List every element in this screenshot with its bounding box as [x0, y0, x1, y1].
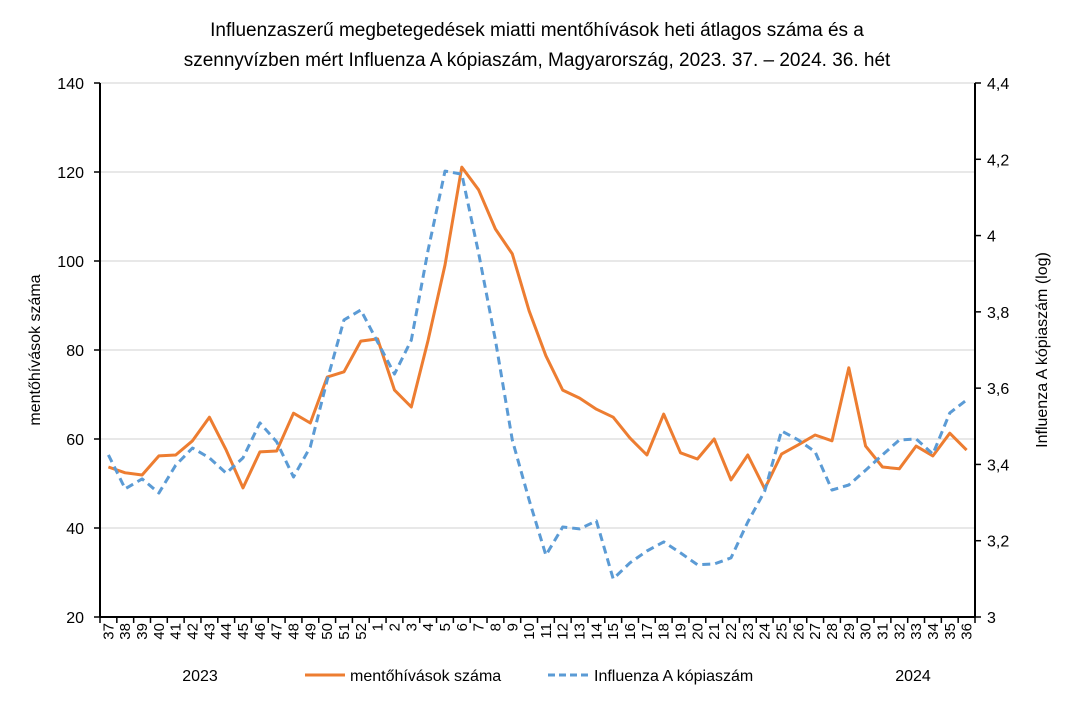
x-tick-label: 18	[656, 623, 673, 640]
x-tick-label: 49	[302, 623, 319, 640]
x-tick-label: 26	[790, 623, 807, 640]
x-tick-label: 25	[773, 623, 790, 640]
y-tick-label: 40	[66, 521, 84, 538]
y2-tick-label: 4	[987, 229, 996, 246]
x-tick-label: 45	[235, 623, 252, 640]
x-tick-label: 44	[218, 623, 235, 640]
y-axis-label: mentőhívások száma	[27, 274, 44, 425]
x-tick-label: 12	[555, 623, 572, 640]
x-tick-label: 38	[117, 623, 134, 640]
x-tick-label: 52	[353, 623, 370, 640]
y-tick-label: 20	[66, 610, 84, 627]
y-tick-label: 140	[57, 76, 84, 93]
x-tick-label: 32	[891, 623, 908, 640]
x-tick-label: 46	[252, 623, 269, 640]
x-tick-label: 2	[386, 623, 403, 631]
x-tick-label: 11	[538, 623, 555, 639]
x-tick-label: 19	[673, 623, 690, 640]
chart-title-line-2: szennyvízben mért Influenza A kópiaszám,…	[184, 50, 891, 71]
x-tick-label: 28	[824, 623, 841, 640]
x-tick-label: 3	[403, 623, 420, 631]
x-tick-label: 17	[639, 623, 656, 640]
x-tick-label: 33	[908, 623, 925, 640]
y-tick-label: 100	[57, 254, 84, 271]
x-tick-label: 4	[420, 623, 437, 631]
x-tick-label: 31	[874, 623, 891, 640]
legend: mentőhívások száma Influenza A kópiaszám	[305, 668, 753, 685]
legend-label-influenza: Influenza A kópiaszám	[594, 668, 753, 685]
y2-tick-label: 3,2	[987, 534, 1009, 551]
x-tick-label: 24	[757, 623, 774, 640]
x-tick-label: 14	[588, 623, 605, 640]
x-tick-label: 1	[370, 623, 387, 631]
series-line-influenza	[107, 169, 968, 581]
x-tick-label: 9	[504, 623, 521, 631]
x-tick-label: 15	[605, 623, 622, 640]
x-tick-label: 36	[959, 623, 976, 640]
series-line-calls	[107, 165, 968, 491]
year-label-2023: 2023	[182, 668, 218, 685]
x-tick-label: 5	[437, 623, 454, 631]
x-tick-label: 41	[168, 623, 185, 640]
x-tick-label: 20	[689, 623, 706, 640]
y2-tick-label: 4,4	[987, 76, 1009, 93]
x-tick-label: 8	[487, 623, 504, 631]
x-tick-label: 13	[572, 623, 589, 640]
year-label-2024: 2024	[895, 668, 931, 685]
y-tick-label: 120	[57, 165, 84, 182]
y2-tick-label: 3,4	[987, 457, 1009, 474]
y2-axis-label: Influenza A kópiaszám (log)	[1034, 252, 1051, 448]
y2-tick-label: 3,8	[987, 305, 1009, 322]
y-tick-label: 60	[66, 432, 84, 449]
x-tick-label: 29	[841, 623, 858, 640]
x-tick-label: 22	[723, 623, 740, 640]
x-tick-label: 27	[807, 623, 824, 640]
y2-tick-label: 3	[987, 610, 996, 627]
x-tick-label: 21	[706, 623, 723, 640]
x-tick-label: 37	[100, 623, 117, 640]
x-tick-label: 34	[925, 623, 942, 640]
legend-label-calls: mentőhívások száma	[350, 668, 501, 685]
x-tick-label: 35	[942, 623, 959, 640]
y2-tick-label: 4,2	[987, 152, 1009, 169]
x-tick-label: 23	[740, 623, 757, 640]
x-tick-label: 40	[151, 623, 168, 640]
x-tick-label: 6	[454, 623, 471, 631]
x-tick-label: 42	[185, 623, 202, 640]
x-tick-label: 10	[521, 623, 538, 640]
x-tick-label: 51	[336, 623, 353, 640]
y-tick-label: 80	[66, 343, 84, 360]
x-tick-label: 48	[286, 623, 303, 640]
chart-title-line-1: Influenzaszerű megbetegedések miatti men…	[210, 20, 864, 41]
x-tick-label: 39	[134, 623, 151, 640]
x-tick-label: 30	[858, 623, 875, 640]
x-tick-label: 16	[622, 623, 639, 640]
x-tick-label: 47	[269, 623, 286, 640]
y2-tick-label: 3,6	[987, 381, 1009, 398]
x-tick-label: 7	[471, 623, 488, 631]
x-tick-label: 43	[201, 623, 218, 640]
x-tick-label: 50	[319, 623, 336, 640]
